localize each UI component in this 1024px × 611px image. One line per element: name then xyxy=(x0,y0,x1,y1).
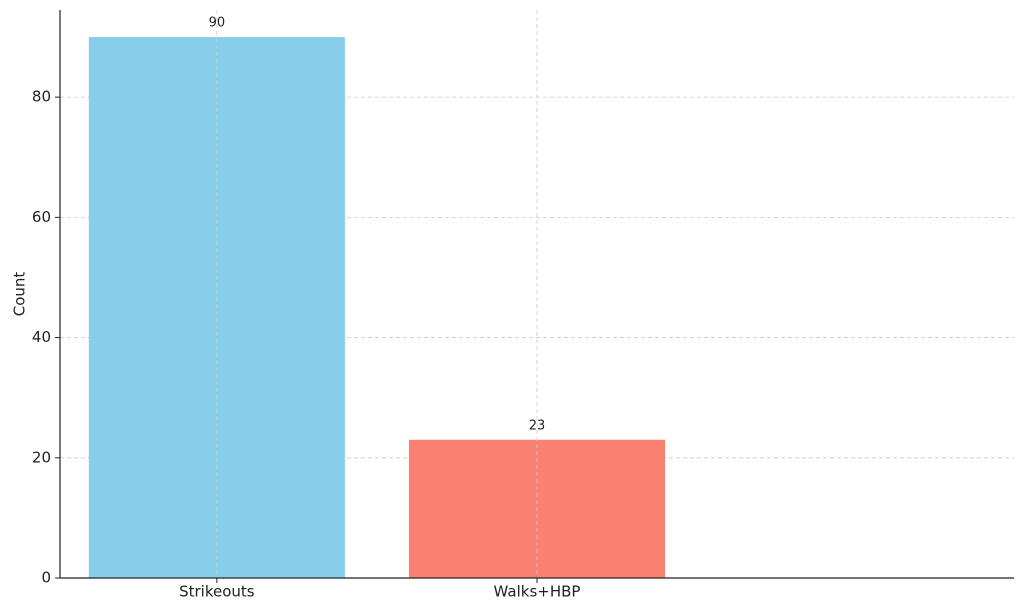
x-tick-label: Strikeouts xyxy=(179,583,255,601)
data-label: 90 xyxy=(209,16,226,31)
y-tick-label: 80 xyxy=(32,88,51,106)
y-tick-label: 60 xyxy=(32,208,51,226)
data-label: 23 xyxy=(529,418,546,433)
x-tick-label: Walks+HBP xyxy=(494,583,581,601)
y-tick-label: 0 xyxy=(41,569,51,587)
y-tick-label: 20 xyxy=(32,448,51,466)
y-axis-label: Count xyxy=(11,272,29,317)
y-tick-label: 40 xyxy=(32,328,51,346)
